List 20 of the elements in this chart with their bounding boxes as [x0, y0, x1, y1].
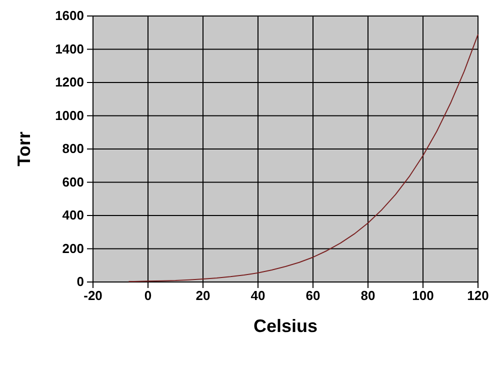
y-tick-label: 1000: [55, 108, 84, 123]
x-tick-label: 40: [250, 288, 266, 304]
x-axis-title: Celsius: [253, 316, 318, 336]
y-tick-label: 1200: [55, 74, 84, 90]
x-tick-label: 20: [196, 288, 210, 304]
x-tick-label: 80: [360, 288, 376, 304]
y-tick-label: 400: [62, 208, 84, 223]
y-tick-label: 200: [62, 240, 84, 256]
y-tick-label: 600: [62, 174, 84, 190]
y-tick-label: 0: [76, 274, 84, 290]
x-tick-label: 60: [306, 288, 320, 304]
x-tick-label: 120: [467, 288, 489, 304]
y-tick-label: 1400: [55, 41, 84, 56]
x-tick-label: 100: [412, 288, 434, 304]
y-tick-label: 800: [62, 141, 84, 156]
line-series: [128, 34, 478, 282]
y-tick-label: 1600: [55, 8, 84, 24]
y-axis-title: Torr: [14, 132, 34, 166]
x-tick-label: 0: [144, 288, 152, 304]
x-tick-label: -20: [84, 288, 102, 304]
